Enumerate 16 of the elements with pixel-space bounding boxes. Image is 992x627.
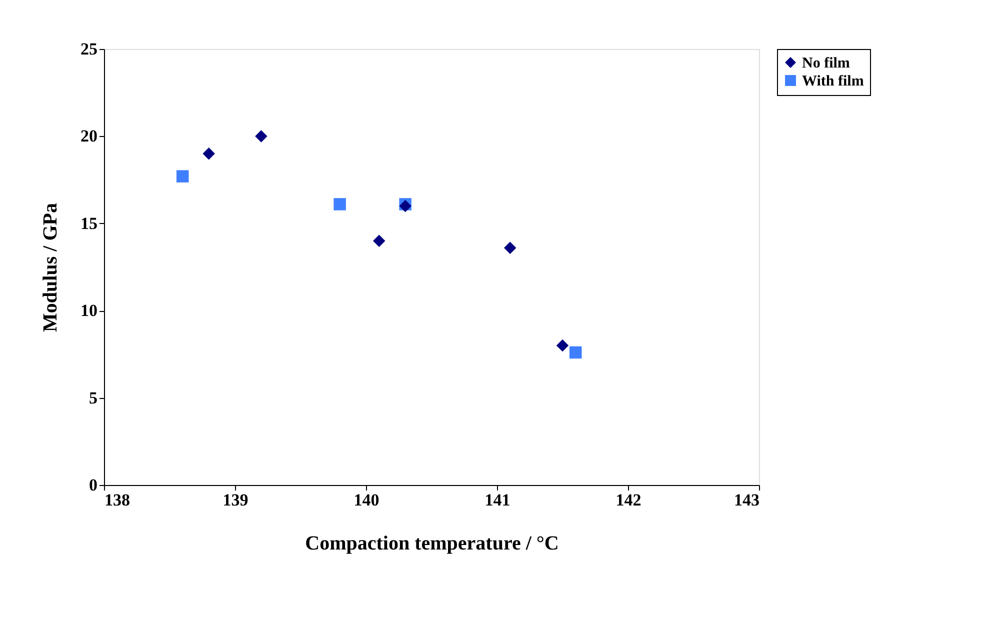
y-tick-label: 20 xyxy=(80,126,98,146)
x-tick-label: 141 xyxy=(484,490,510,510)
x-tick-label: 138 xyxy=(104,490,130,510)
y-tick-label: 25 xyxy=(80,40,98,58)
x-tick-label: 142 xyxy=(616,490,642,510)
x-tick-label: 140 xyxy=(354,490,380,510)
x-axis-title: Compaction temperature / °C xyxy=(305,532,559,554)
legend-label: No film xyxy=(802,56,850,72)
y-tick-label: 15 xyxy=(80,214,98,233)
y-tick-label: 0 xyxy=(89,476,98,494)
x-tick-label: 143 xyxy=(734,490,760,510)
y-axis-title: Modulus / GPa xyxy=(40,203,62,332)
x-tick-label: 139 xyxy=(222,490,248,510)
y-tick-label: 10 xyxy=(80,301,98,320)
legend-label: With film xyxy=(802,74,864,90)
y-tick-label: 5 xyxy=(89,388,98,408)
